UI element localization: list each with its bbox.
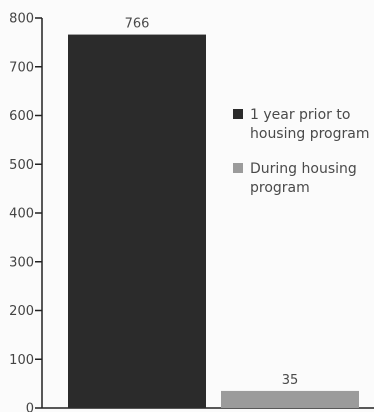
bar-2 [221,390,359,408]
y-axis-ticks: 0 100 200 300 400 500 600 700 800 [9,12,42,412]
y-tick-label: 400 [9,207,34,222]
bar-value-label-2: 35 [282,373,299,388]
y-tick-label: 800 [9,12,34,27]
legend-label-2: program [250,180,310,196]
bar-1 [68,34,206,408]
legend-label-2: During housing [250,161,357,177]
y-tick-label: 300 [9,255,34,270]
legend-label-1: housing program [250,126,369,142]
y-tick-label: 600 [9,109,34,124]
y-tick-label: 0 [26,402,34,412]
y-tick-label: 700 [9,60,34,75]
legend: 1 year prior to housing program During hou… [233,107,369,196]
y-tick-label: 200 [9,304,34,319]
y-tick-label: 500 [9,158,34,173]
legend-swatch-1 [233,109,243,119]
legend-swatch-2 [233,163,243,173]
y-tick-label: 100 [9,353,34,368]
bars [68,34,359,408]
data-labels: 766 35 [125,17,299,388]
bar-value-label-1: 766 [125,17,150,32]
legend-label-1: 1 year prior to [250,107,350,123]
